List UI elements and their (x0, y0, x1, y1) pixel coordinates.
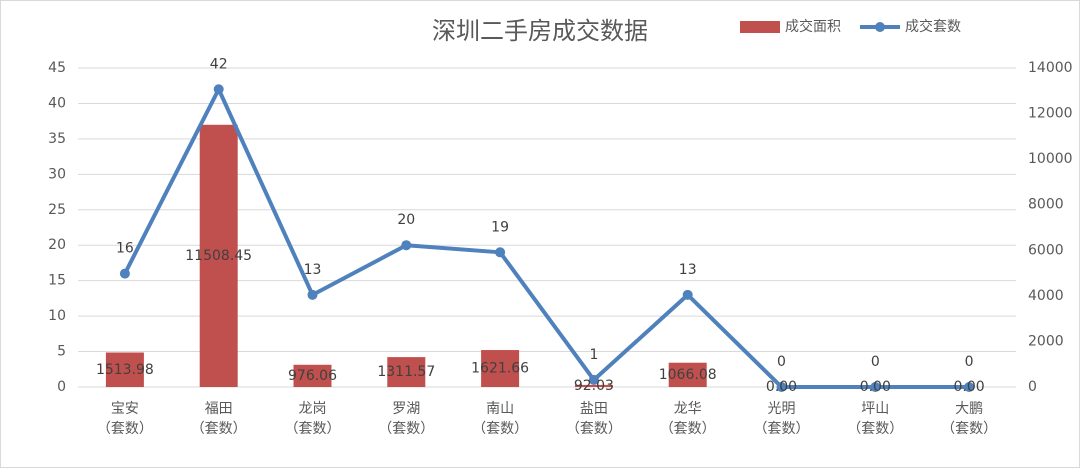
line-marker (776, 382, 787, 392)
line-marker (964, 382, 975, 392)
x-tick-label: 龙华（套数） (660, 401, 716, 437)
y-tick-label: 35 (48, 131, 66, 147)
line-marker (870, 382, 881, 392)
value-label: 0 (965, 354, 974, 370)
y2-tick-label: 2000 (1028, 333, 1064, 349)
x-tick-label: 罗湖（套数） (378, 401, 434, 437)
x-tick-label: 福田（套数） (191, 401, 247, 437)
value-label: 13 (679, 262, 697, 278)
bar (668, 362, 707, 387)
y2-tick-label: 10000 (1028, 151, 1073, 167)
line-marker (307, 289, 318, 300)
line (123, 87, 970, 389)
y-tick-label: 5 (57, 344, 66, 360)
line-marker (119, 268, 130, 279)
y2-tick-label: 6000 (1028, 242, 1064, 258)
value-label: 0 (871, 354, 880, 370)
y2-tick-label: 8000 (1028, 197, 1064, 213)
line-marker (401, 240, 412, 251)
y-tick-label: 40 (48, 95, 66, 111)
bar (387, 357, 426, 387)
value-label: 16 (116, 241, 134, 257)
y2-tick-label: 0 (1028, 379, 1037, 395)
value-label: 42 (210, 56, 228, 72)
x-tick-label: 大鹏（套数） (941, 401, 997, 437)
y-tick-label: 45 (48, 60, 66, 76)
line-marker (213, 84, 224, 95)
y2-tick-label: 4000 (1028, 288, 1064, 304)
value-label: 92.03 (574, 378, 614, 394)
x-tick-label: 光明（套数） (754, 401, 810, 437)
y-tick-label: 25 (48, 202, 66, 218)
value-label: 0.00 (860, 379, 891, 395)
legend-label: 成交套数 (905, 18, 961, 35)
value-label: 0.00 (766, 379, 797, 395)
value-label: 0 (777, 354, 786, 370)
bar (105, 352, 144, 387)
value-label: 1066.08 (659, 367, 717, 383)
value-label: 976.06 (288, 368, 337, 384)
x-tick-label: 宝安（套数） (97, 401, 153, 437)
value-label: 13 (304, 262, 322, 278)
value-label: 11508.45 (185, 248, 252, 264)
legend-swatch (875, 22, 885, 32)
bar (293, 364, 332, 387)
legend-label: 成交面积 (785, 18, 841, 35)
legend-swatch (740, 21, 780, 33)
value-label: 1 (589, 347, 598, 363)
line-marker (588, 374, 599, 385)
y-tick-label: 15 (48, 273, 66, 289)
value-label: 0.00 (954, 379, 985, 395)
y2-tick-label: 12000 (1028, 106, 1073, 122)
x-tick-label: 龙岗（套数） (285, 401, 341, 437)
value-label: 1311.57 (377, 364, 435, 380)
line-marker (682, 289, 693, 300)
y-tick-label: 10 (48, 308, 66, 324)
chart-title: 深圳二手房成交数据 (432, 17, 648, 45)
value-label: 1513.98 (96, 362, 154, 378)
value-label: 20 (397, 212, 415, 228)
y-tick-label: 0 (57, 379, 66, 395)
value-label: 1621.66 (471, 361, 529, 377)
y-tick-label: 20 (48, 237, 66, 253)
line-marker (495, 247, 506, 258)
value-label: 19 (491, 219, 509, 235)
bar (481, 350, 520, 387)
bar (199, 124, 238, 388)
x-tick-label: 南山（套数） (472, 401, 528, 437)
bar (574, 384, 613, 387)
x-tick-label: 坪山（套数） (847, 401, 903, 437)
y2-tick-label: 14000 (1028, 60, 1073, 76)
x-tick-label: 盐田（套数） (566, 401, 622, 437)
y-tick-label: 30 (48, 166, 66, 182)
